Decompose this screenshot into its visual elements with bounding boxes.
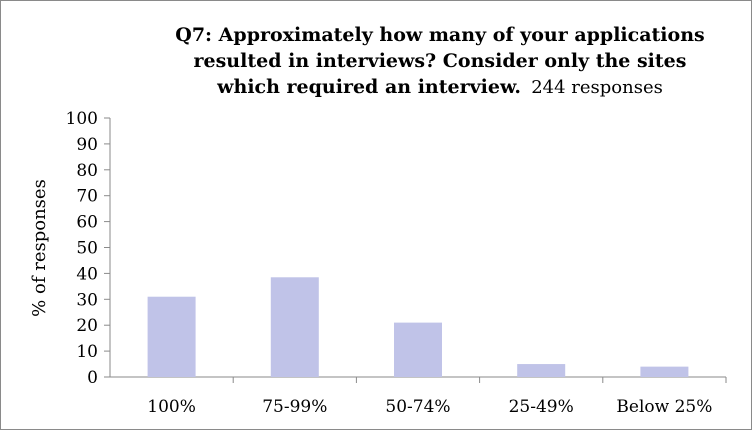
y-tick-label: 90 — [76, 135, 98, 155]
x-tick-label: Below 25% — [616, 397, 712, 417]
chart-title-line-1: Q7: Approximately how many of your appli… — [175, 24, 705, 46]
bar — [270, 277, 319, 377]
x-tick-label: 50-74% — [385, 397, 450, 417]
bar — [517, 364, 566, 377]
y-tick-label: 60 — [76, 213, 98, 233]
bar — [640, 366, 689, 377]
y-tick-label: 40 — [76, 264, 98, 284]
y-tick-label: 0 — [87, 368, 98, 388]
x-tick-label: 100% — [147, 397, 196, 417]
chart-title: Q7: Approximately how many of your appli… — [150, 22, 730, 101]
y-axis-title: % of responses — [29, 179, 50, 317]
chart-title-line-3: which required an interview. — [217, 76, 522, 98]
y-tick-label: 70 — [76, 187, 98, 207]
x-tick-label: 75-99% — [262, 397, 327, 417]
y-tick-label: 20 — [76, 316, 98, 336]
bar — [147, 296, 196, 377]
chart-title-line-2: resulted in interviews? Consider only th… — [193, 50, 687, 72]
plot-area: 0 10 20 30 40 50 60 70 80 90 100 100% 75-99% 50-74% 25… — [66, 109, 727, 417]
bar — [394, 322, 442, 377]
x-tick-label: 25-49% — [509, 397, 574, 417]
y-tick-label: 10 — [76, 342, 98, 362]
chart-subtitle: 244 responses — [531, 77, 663, 98]
y-tick-label: 50 — [76, 239, 98, 259]
y-tick-label: 100 — [66, 109, 98, 129]
y-tick-label: 30 — [76, 290, 98, 310]
y-tick-label: 80 — [76, 161, 98, 181]
